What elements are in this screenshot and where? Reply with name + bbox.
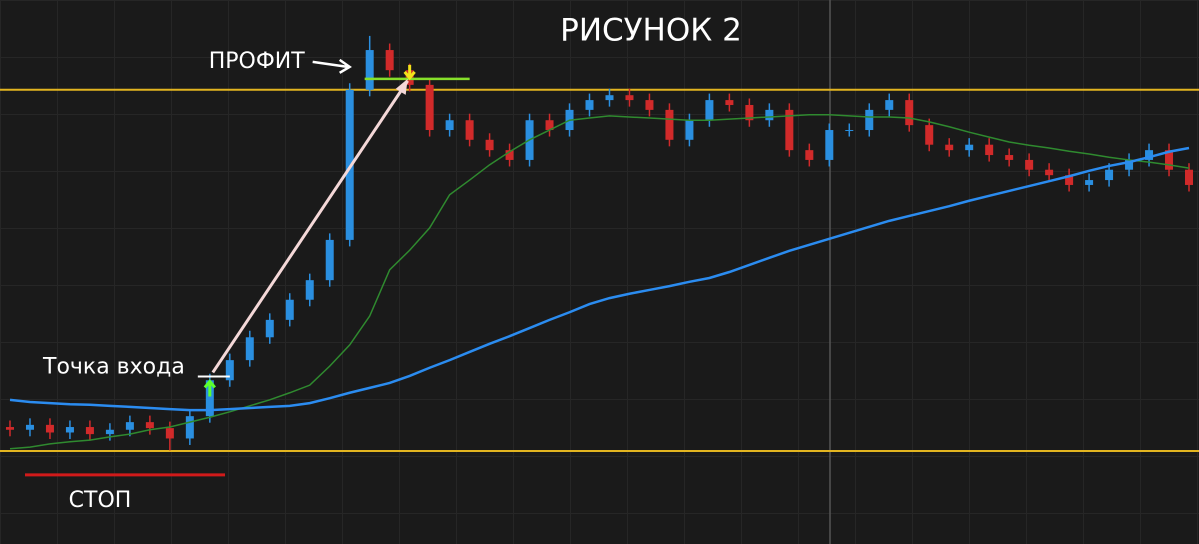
candle-body — [25, 424, 34, 430]
candle-body — [1145, 150, 1154, 160]
profit-label: ПРОФИТ — [209, 49, 306, 74]
candle-body — [145, 422, 154, 429]
candle-body — [245, 337, 254, 361]
candle-body — [1105, 169, 1114, 181]
candle-body — [705, 100, 714, 121]
candle-body — [185, 416, 194, 439]
candle-body — [785, 109, 794, 151]
candle-body — [1045, 169, 1054, 176]
candle-body — [765, 109, 774, 121]
trade-line — [211, 80, 409, 374]
candle-body — [885, 100, 894, 110]
candle-body — [905, 100, 914, 126]
candle-body — [45, 424, 54, 433]
candle-body — [105, 429, 114, 435]
candle-body — [325, 239, 334, 281]
moving-average — [9, 114, 1190, 450]
candle-body — [1165, 150, 1174, 170]
candle-body — [845, 130, 854, 132]
candle-body — [925, 125, 934, 145]
entry-label: Точка входа — [42, 354, 185, 379]
candle-body — [1085, 180, 1094, 185]
trade-arrowhead — [395, 78, 408, 95]
candle-body — [505, 150, 514, 160]
candle-body — [665, 109, 674, 140]
candle-body — [425, 84, 434, 131]
candle-body — [485, 139, 494, 151]
profit-pointer — [312, 58, 352, 74]
candle-body — [445, 120, 454, 131]
candle-body — [945, 144, 954, 151]
candle-body — [685, 120, 694, 140]
candle-body — [605, 95, 614, 101]
entry-arrow — [203, 379, 216, 397]
candle-body — [85, 427, 94, 435]
stop-label: СТОП — [69, 488, 132, 513]
candle-body — [285, 299, 294, 320]
candle-body — [265, 319, 274, 338]
candle-body — [5, 427, 14, 430]
candle-body — [965, 144, 974, 151]
candle-body — [985, 144, 994, 156]
profit-arrow — [403, 64, 416, 81]
candle-body — [65, 427, 74, 433]
candle-body — [465, 120, 474, 140]
candle-body — [805, 150, 814, 160]
candle-body — [365, 50, 374, 90]
candle-body — [745, 104, 754, 121]
candle-body — [1185, 169, 1194, 185]
candle-body — [225, 360, 234, 381]
candle-body — [585, 100, 594, 110]
candle-body — [825, 130, 834, 160]
candle-body — [645, 100, 654, 110]
candle-body — [865, 109, 874, 131]
candle-body — [305, 280, 314, 300]
candle-body — [625, 95, 634, 101]
candle-body — [165, 428, 174, 439]
candle-body — [1125, 159, 1134, 170]
candle-body — [725, 100, 734, 105]
candle-body — [1065, 175, 1074, 185]
candle-body — [125, 422, 134, 430]
candle-body — [385, 50, 394, 71]
candle-body — [345, 89, 354, 240]
chart-title: РИСУНОК 2 — [560, 13, 742, 49]
candle-body — [1005, 155, 1014, 160]
candle-body — [205, 380, 214, 417]
moving-average — [9, 146, 1190, 412]
candle-body — [1025, 159, 1034, 170]
candle-body — [545, 120, 554, 131]
